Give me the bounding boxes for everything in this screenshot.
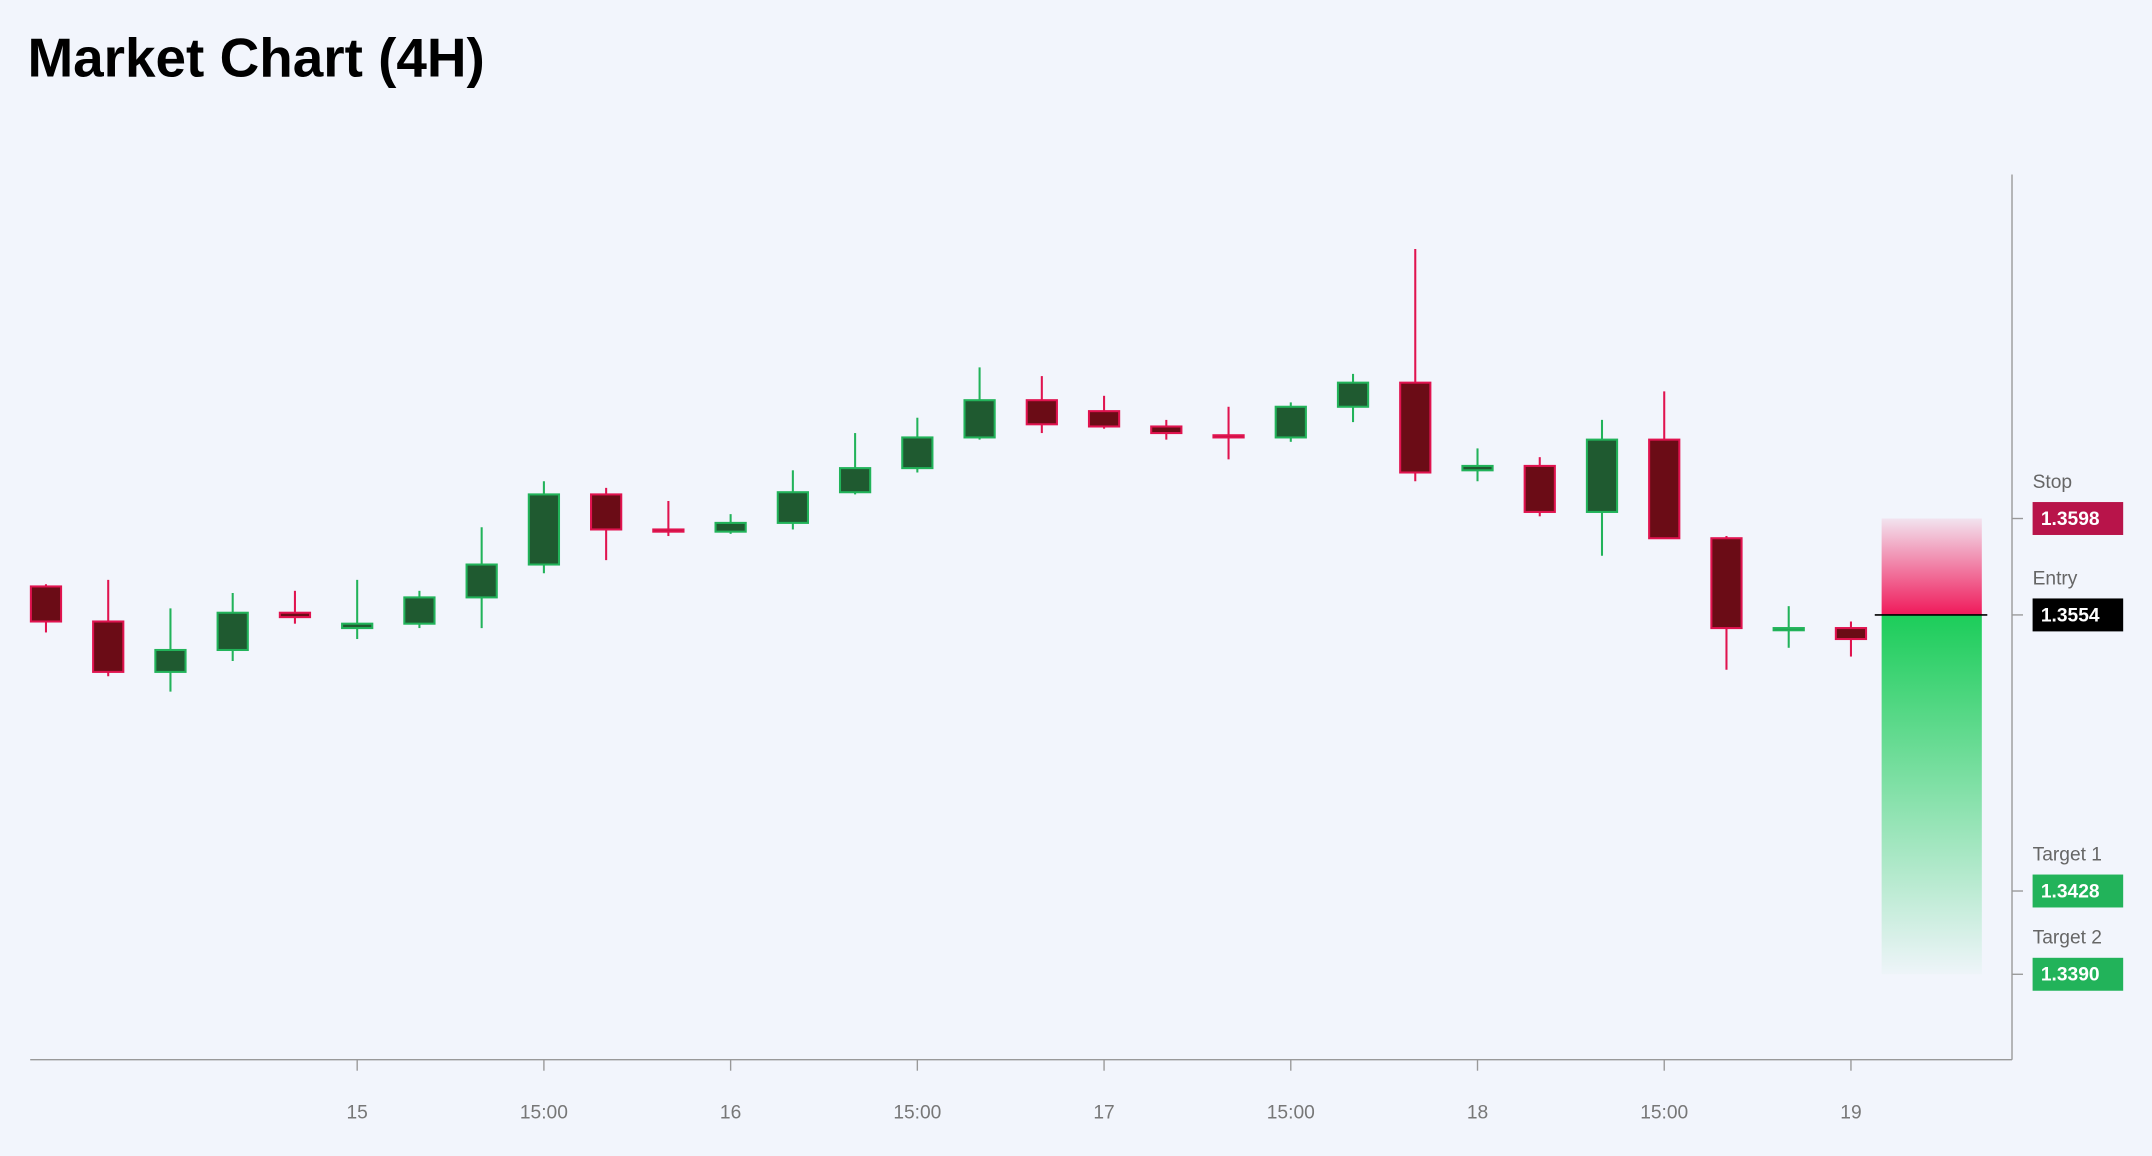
- candle-body: [1399, 381, 1432, 474]
- x-tick-label: 15: [346, 1102, 367, 1123]
- candle-body: [1025, 399, 1058, 426]
- candle-body: [1710, 537, 1743, 630]
- candle-body: [29, 585, 63, 623]
- x-tick-label: 15:00: [520, 1102, 568, 1123]
- candle-body: [341, 622, 374, 630]
- level-price: 1.3428: [2041, 881, 2100, 902]
- candle-body: [465, 563, 498, 599]
- stop-zone: [1881, 518, 1982, 615]
- x-tick-label: 19: [1840, 1102, 1861, 1123]
- candle-body: [963, 399, 996, 439]
- candle-body: [154, 648, 187, 673]
- x-tick-label: 18: [1467, 1102, 1488, 1123]
- candle-body: [1087, 410, 1121, 428]
- candle-body: [1834, 627, 1868, 641]
- level-box: [2032, 502, 2124, 535]
- candle-body: [590, 493, 623, 531]
- candle-body: [1585, 438, 1619, 513]
- chart-title: Market Chart (4H): [27, 26, 484, 88]
- candle-body: [1648, 438, 1681, 540]
- candle-body: [1150, 425, 1183, 435]
- x-tick-label: 15:00: [1640, 1102, 1688, 1123]
- level-box: [2032, 874, 2124, 908]
- candle-body: [1461, 464, 1494, 472]
- x-tick-label: 15:00: [1267, 1102, 1315, 1123]
- candle-body: [1274, 405, 1307, 439]
- candle-body: [1336, 381, 1370, 408]
- level-price: 1.3390: [2041, 965, 2100, 986]
- level-name: Target 2: [2033, 928, 2102, 949]
- level-price: 1.3598: [2041, 509, 2100, 530]
- candle-body: [527, 493, 561, 566]
- x-tick-label: 16: [720, 1102, 741, 1123]
- candle-body: [776, 491, 809, 524]
- level-box: [2032, 957, 2124, 991]
- level-name: Entry: [2033, 568, 2078, 589]
- target-zone: [1881, 614, 1982, 975]
- level-price: 1.3554: [2041, 605, 2100, 626]
- candle-body: [838, 467, 872, 494]
- candle-body: [403, 596, 436, 625]
- candle-body: [714, 521, 747, 533]
- level-box: [2032, 598, 2124, 632]
- candle-body: [901, 436, 934, 470]
- candle-body: [1523, 464, 1556, 513]
- candle-body: [1212, 434, 1245, 439]
- level-name: Target 1: [2033, 844, 2102, 865]
- candle-body: [1772, 627, 1805, 632]
- x-tick-label: 17: [1093, 1102, 1114, 1123]
- candle-body: [652, 528, 685, 533]
- candle-body: [216, 611, 249, 652]
- candle-body: [92, 620, 125, 673]
- candle-body: [278, 611, 312, 619]
- level-name: Stop: [2033, 472, 2073, 493]
- x-tick-label: 15:00: [893, 1102, 941, 1123]
